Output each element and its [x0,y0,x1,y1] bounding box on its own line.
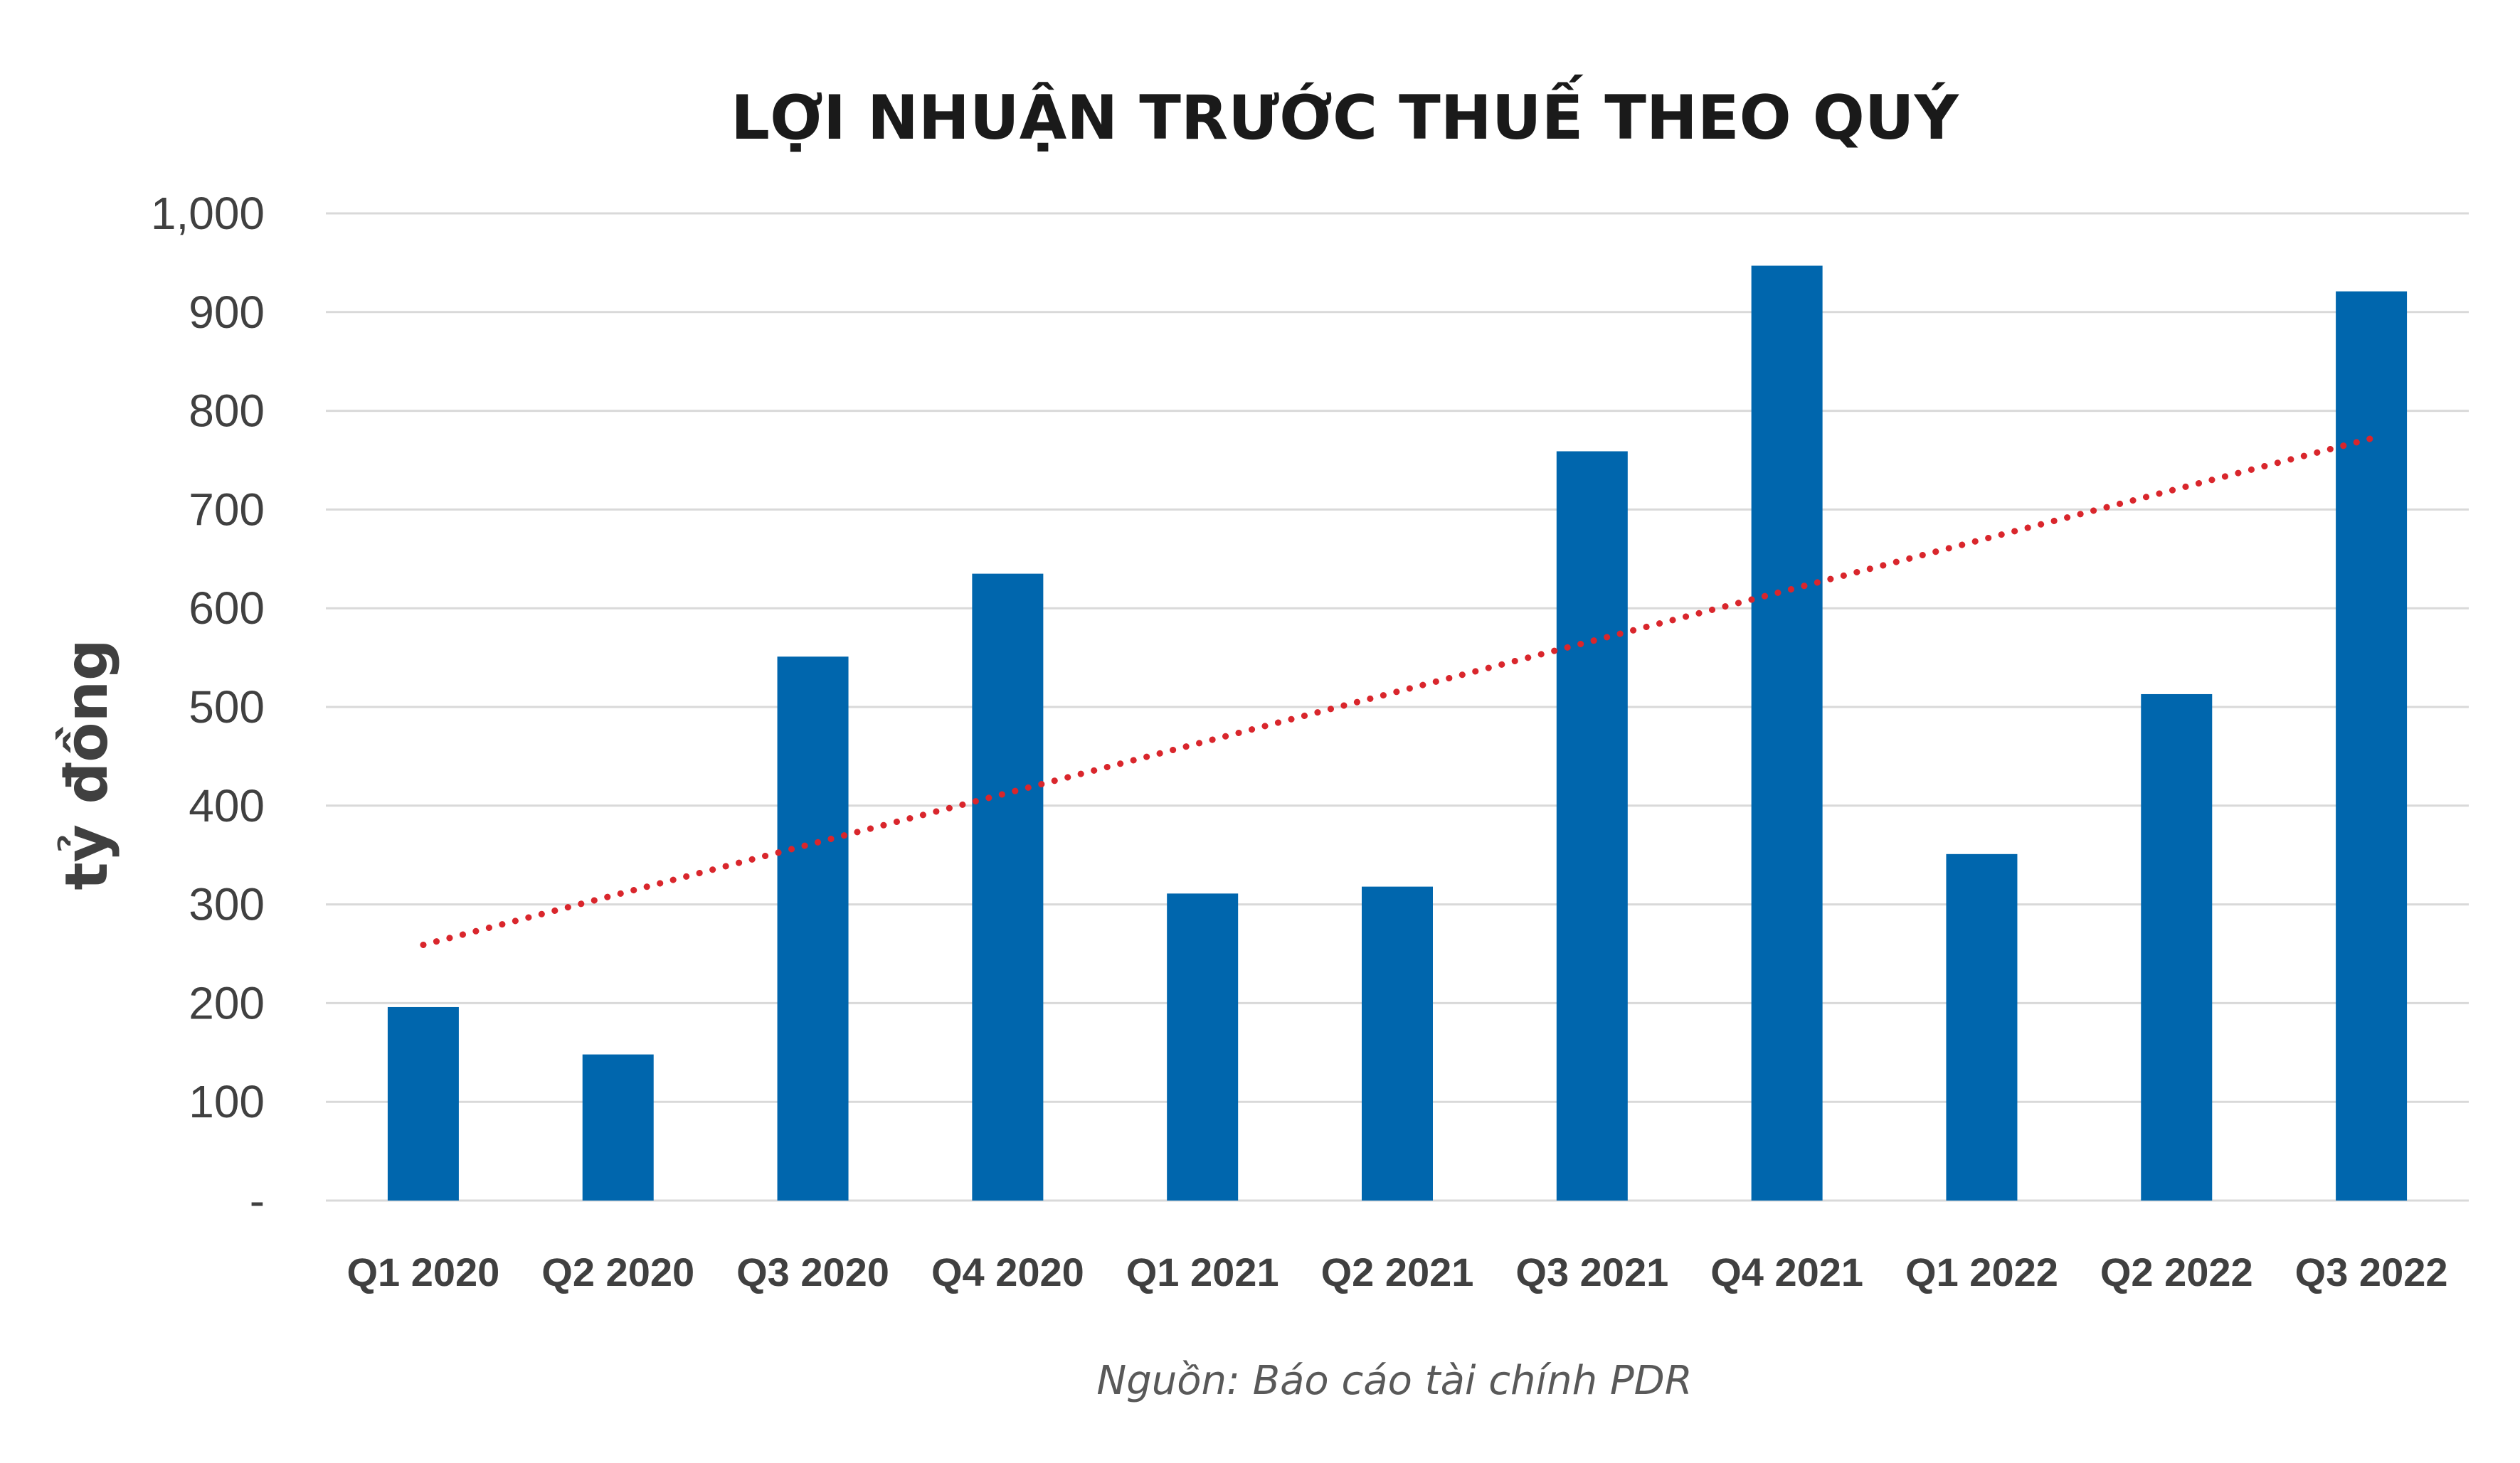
x-tick-label: Q4 2020 [931,1250,1084,1294]
gridlines [326,212,2469,1202]
x-tick-label: Q1 2021 [1126,1250,1279,1294]
chart-title: LỢI NHUẬN TRƯỚC THUẾ THEO QUÝ [731,74,1960,154]
x-tick-label: Q4 2021 [1710,1250,1863,1294]
trendline [420,435,2375,949]
source-note: Nguồn: Báo cáo tài chính PDR [1096,1358,1692,1404]
x-tick-label: Q2 2022 [2100,1250,2253,1294]
bar [972,573,1044,1201]
y-tick-label: 400 [189,780,265,831]
y-tick-label: - [250,1175,265,1226]
y-tick-label: 200 [189,977,265,1028]
x-tick-label: Q2 2021 [1321,1250,1474,1294]
x-tick-label: Q1 2022 [1905,1250,2058,1294]
y-tick-label: 900 [189,287,265,338]
bars [387,265,2408,1201]
x-tick-label: Q3 2022 [2295,1250,2448,1294]
bar [777,656,849,1201]
x-tick-label: Q3 2021 [1515,1250,1668,1294]
bar [1362,886,1433,1201]
x-tick-label: Q1 2020 [346,1250,499,1294]
bar [1167,893,1239,1201]
y-tick-label: 1,000 [151,188,265,239]
bar [1751,265,1823,1201]
bar [1556,451,1628,1201]
bar [387,1006,459,1201]
y-tick-label: 600 [189,582,265,634]
x-tick-label: Q2 2020 [541,1250,694,1294]
x-tick-label: Q3 2020 [736,1250,889,1294]
y-tick-label: 300 [189,879,265,930]
bar [2336,291,2408,1201]
y-tick-label: 100 [189,1076,265,1127]
y-tick-label: 700 [189,484,265,535]
x-axis-ticks: Q1 2020 Q2 2020 Q3 2020 Q4 2020 Q1 2021 Q2 20… [346,1250,2447,1294]
y-tick-label: 500 [189,681,265,733]
y-axis-ticks: - 100 200 300 400 500 600 700 800 900 1,000 [151,188,265,1226]
y-axis-label: tỷ đồng [53,639,121,890]
bar [1946,853,2018,1201]
bar [582,1054,654,1201]
y-tick-label: 800 [189,385,265,437]
bar [2141,693,2213,1201]
